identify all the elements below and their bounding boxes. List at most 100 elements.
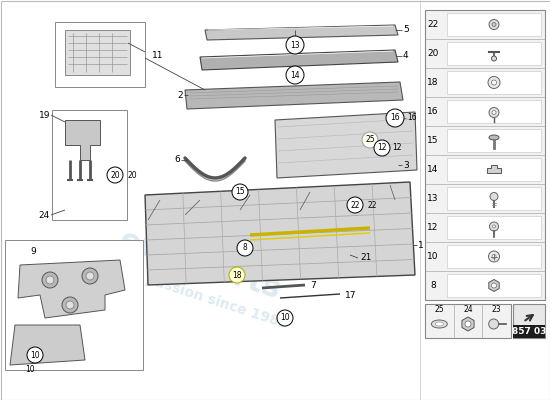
Text: 22: 22: [367, 200, 377, 210]
Bar: [5, 240, 143, 370]
Polygon shape: [462, 317, 474, 331]
Text: 16: 16: [407, 114, 417, 122]
Circle shape: [62, 297, 78, 313]
Bar: [52, 110, 127, 220]
Text: 12: 12: [427, 223, 439, 232]
Text: 6: 6: [174, 156, 180, 164]
Circle shape: [488, 319, 499, 329]
Polygon shape: [185, 82, 403, 109]
Circle shape: [490, 192, 498, 200]
Circle shape: [489, 108, 499, 118]
Circle shape: [347, 197, 363, 213]
Circle shape: [492, 254, 496, 258]
Text: 14: 14: [427, 165, 439, 174]
Circle shape: [42, 272, 58, 288]
Circle shape: [492, 283, 497, 288]
Text: 857 03: 857 03: [512, 327, 546, 336]
Text: 3: 3: [403, 160, 409, 170]
Text: 10: 10: [25, 366, 35, 374]
Bar: [425, 304, 511, 338]
Circle shape: [374, 140, 390, 156]
Text: 9: 9: [30, 248, 36, 256]
Circle shape: [277, 310, 293, 326]
Text: 11: 11: [152, 50, 163, 60]
Bar: [447, 71, 541, 94]
Text: a passion since 1985: a passion since 1985: [130, 268, 290, 332]
Circle shape: [490, 222, 498, 231]
Text: 22: 22: [350, 200, 360, 210]
Polygon shape: [275, 112, 417, 178]
Circle shape: [286, 36, 304, 54]
Bar: [447, 100, 541, 123]
Bar: [55, 22, 145, 87]
Circle shape: [492, 80, 497, 85]
Text: 13: 13: [290, 40, 300, 50]
Text: 23: 23: [492, 304, 502, 314]
Text: 25: 25: [365, 136, 375, 144]
Text: 18: 18: [232, 270, 242, 280]
Circle shape: [489, 20, 499, 30]
Text: 4: 4: [403, 52, 409, 60]
Circle shape: [237, 240, 253, 256]
Bar: [513, 325, 545, 338]
Circle shape: [492, 110, 496, 114]
Text: 16: 16: [427, 107, 439, 116]
Circle shape: [492, 56, 497, 61]
Text: 10: 10: [280, 314, 290, 322]
Text: 19: 19: [39, 110, 50, 120]
Text: 10: 10: [30, 350, 40, 360]
FancyBboxPatch shape: [513, 304, 545, 338]
Polygon shape: [18, 260, 125, 318]
Bar: [447, 13, 541, 36]
Text: 2: 2: [177, 90, 183, 100]
Text: 20: 20: [110, 170, 120, 180]
Polygon shape: [10, 325, 85, 365]
Circle shape: [492, 22, 496, 26]
Polygon shape: [489, 280, 499, 292]
Bar: [425, 10, 545, 300]
Circle shape: [232, 184, 248, 200]
Text: 10: 10: [427, 252, 439, 261]
Text: 7: 7: [310, 280, 316, 290]
Polygon shape: [145, 182, 415, 285]
Ellipse shape: [489, 135, 499, 140]
Bar: [447, 187, 541, 210]
Text: 5: 5: [403, 26, 409, 34]
Polygon shape: [205, 25, 398, 40]
Text: 1: 1: [418, 240, 424, 250]
Circle shape: [86, 272, 94, 280]
Text: 8: 8: [430, 281, 436, 290]
Ellipse shape: [431, 320, 447, 328]
Text: 16: 16: [390, 114, 400, 122]
Bar: [447, 129, 541, 152]
Bar: [65, 30, 130, 75]
Text: 15: 15: [235, 188, 245, 196]
Bar: [447, 245, 541, 268]
Text: 14: 14: [290, 70, 300, 80]
Circle shape: [46, 276, 54, 284]
Text: 25: 25: [434, 304, 444, 314]
Circle shape: [107, 167, 123, 183]
Circle shape: [286, 66, 304, 84]
Text: 8: 8: [243, 244, 248, 252]
Circle shape: [82, 268, 98, 284]
Text: 13: 13: [427, 194, 439, 203]
Circle shape: [465, 321, 471, 327]
Text: 20: 20: [128, 170, 138, 180]
Bar: [447, 274, 541, 297]
Bar: [447, 216, 541, 239]
Text: 17: 17: [345, 290, 356, 300]
Text: 22: 22: [427, 20, 439, 29]
Bar: [447, 42, 541, 65]
Circle shape: [492, 225, 496, 228]
Text: 18: 18: [427, 78, 439, 87]
Text: europarts: europarts: [116, 225, 284, 305]
Circle shape: [27, 347, 43, 363]
Circle shape: [488, 76, 500, 88]
Text: 20: 20: [427, 49, 439, 58]
Text: 15: 15: [427, 136, 439, 145]
Circle shape: [362, 132, 378, 148]
Polygon shape: [487, 164, 501, 172]
Text: 24: 24: [39, 210, 50, 220]
Ellipse shape: [436, 322, 443, 326]
